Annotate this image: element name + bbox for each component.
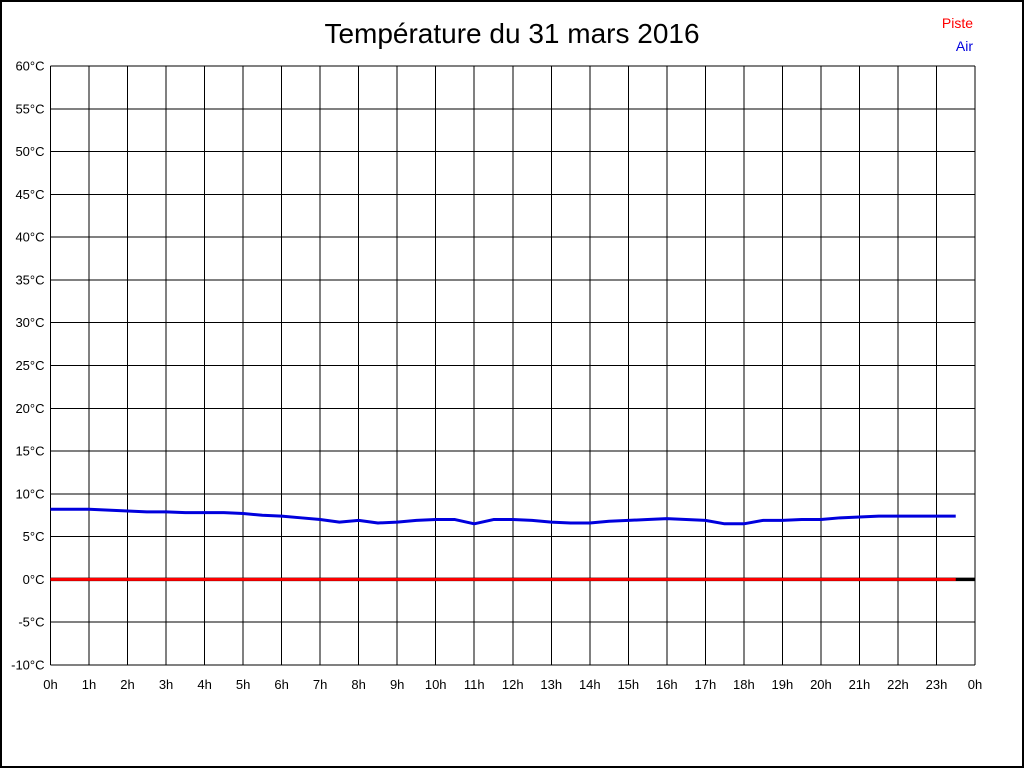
y-tick-label: 30°C	[15, 315, 44, 330]
y-tick-label: 5°C	[23, 529, 45, 544]
x-tick-label: 6h	[274, 677, 288, 692]
y-tick-label: 35°C	[15, 272, 44, 287]
legend-air-label: Air	[955, 38, 973, 54]
x-tick-label: 7h	[313, 677, 327, 692]
x-tick-label: 13h	[540, 677, 562, 692]
x-tick-label: 19h	[772, 677, 794, 692]
x-tick-label: 2h	[120, 677, 134, 692]
x-tick-label: 21h	[849, 677, 871, 692]
grid	[50, 65, 976, 666]
x-tick-label: 0h	[968, 677, 982, 692]
x-tick-label: 22h	[887, 677, 909, 692]
y-tick-label: 0°C	[23, 572, 45, 587]
x-tick-label: 9h	[390, 677, 404, 692]
x-tick-label: 20h	[810, 677, 832, 692]
x-tick-label: 3h	[159, 677, 173, 692]
x-tick-label: 16h	[656, 677, 678, 692]
x-tick-label: 1h	[82, 677, 96, 692]
air-series-line	[50, 507, 956, 526]
x-tick-label: 17h	[695, 677, 717, 692]
chart-title: Température du 31 mars 2016	[324, 18, 700, 49]
x-axis-labels: 0h 1h 2h 3h 4h 5h 6h 7h 8h 9h 10h 11h 12h 13h 14h 15h 16…	[43, 677, 982, 692]
y-tick-label: 40°C	[15, 230, 44, 245]
x-tick-label: 23h	[926, 677, 948, 692]
x-tick-label: 5h	[236, 677, 250, 692]
x-tick-label: 12h	[502, 677, 524, 692]
x-tick-label: 10h	[425, 677, 447, 692]
x-tick-label: 4h	[197, 677, 211, 692]
x-tick-label: 11h	[464, 677, 485, 692]
y-tick-label: 15°C	[15, 444, 44, 459]
y-tick-label: 10°C	[15, 486, 44, 501]
y-tick-label: 55°C	[15, 101, 44, 116]
y-tick-label: 60°C	[15, 59, 44, 74]
x-tick-label: 14h	[579, 677, 601, 692]
y-tick-label: 25°C	[15, 358, 44, 373]
legend-piste-label: Piste	[941, 15, 973, 31]
y-tick-label: 45°C	[15, 187, 44, 202]
x-tick-label: 0h	[43, 677, 57, 692]
y-tick-label: -5°C	[18, 615, 44, 630]
y-axis-labels: 60°C 55°C 50°C 45°C 40°C 35°C 30°C 25°C 20°C 15°C…	[11, 59, 44, 673]
x-tick-label: 8h	[351, 677, 365, 692]
chart-legend: Piste Air	[942, 12, 973, 58]
y-tick-label: 50°C	[15, 144, 44, 159]
x-tick-label: 18h	[733, 677, 755, 692]
y-tick-label: 20°C	[15, 401, 44, 416]
y-tick-label: -10°C	[11, 658, 44, 673]
x-tick-label: 15h	[617, 677, 639, 692]
